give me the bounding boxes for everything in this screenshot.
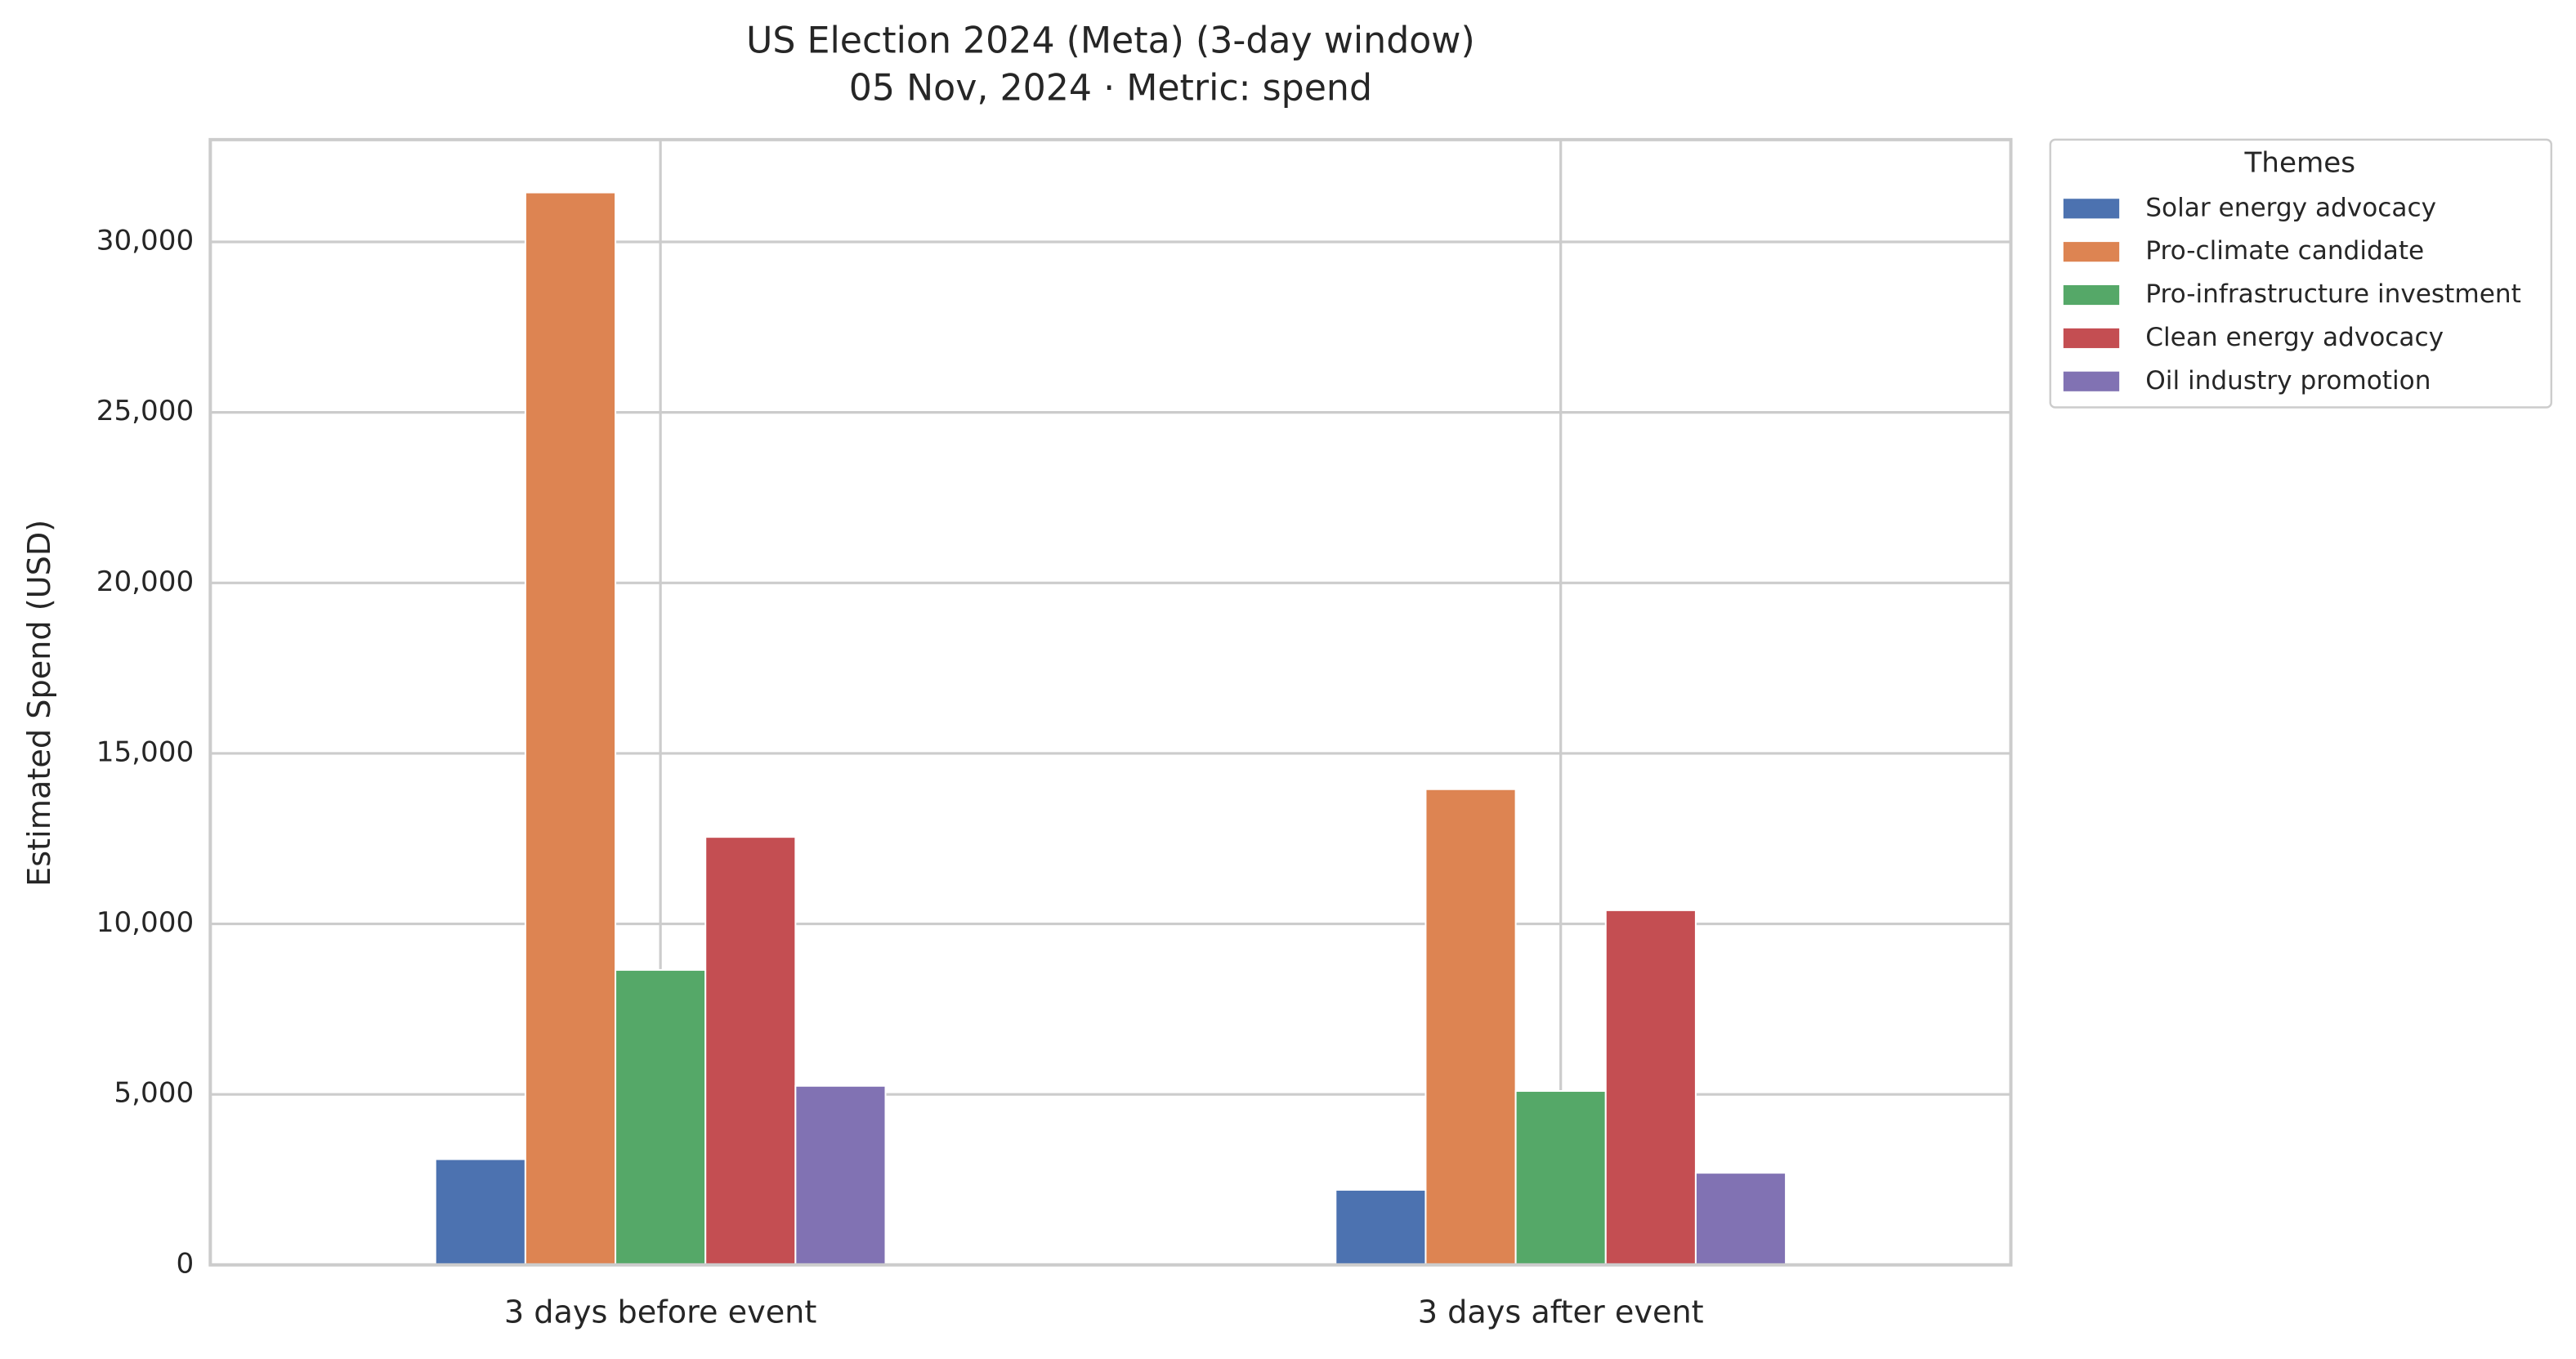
y-tick-label: 15,000: [96, 735, 195, 768]
legend-swatch: [2063, 284, 2120, 306]
y-tick-label: 0: [177, 1247, 195, 1280]
bar: [1514, 1090, 1607, 1266]
bar: [1694, 1172, 1787, 1266]
legend-label: Clean energy advocacy: [2145, 323, 2444, 352]
y-tick-label: 20,000: [96, 566, 195, 598]
bar: [434, 1158, 526, 1266]
y-axis-label: Estimated Spend (USD): [22, 520, 58, 887]
legend-swatch: [2063, 371, 2120, 391]
bar: [524, 191, 617, 1266]
y-tick-label: 30,000: [96, 225, 195, 257]
legend-swatch: [2063, 242, 2120, 262]
legend-box: [2049, 138, 2553, 409]
legend-label: Pro-infrastructure investment: [2145, 279, 2521, 309]
y-tick-label: 10,000: [96, 906, 195, 939]
chart-subtitle: 05 Nov, 2024 · Metric: spend: [849, 68, 1372, 110]
y-tick-label: 5,000: [114, 1077, 194, 1110]
bar: [1604, 909, 1697, 1266]
legend-label: Oil industry promotion: [2145, 366, 2431, 396]
legend-label: Pro-climate candidate: [2145, 236, 2424, 266]
grid: [210, 139, 2011, 1267]
x-tick-label: 3 days before event: [504, 1295, 817, 1331]
legend-title: Themes: [2243, 147, 2355, 180]
legend: Themes Solar energy advocacy Pro-climate …: [2049, 138, 2553, 409]
bar: [615, 968, 707, 1266]
x-tick-label: 3 days after event: [1418, 1295, 1704, 1331]
bars: [434, 191, 1787, 1266]
bar: [1335, 1189, 1427, 1266]
bar: [704, 836, 797, 1266]
chart-title: US Election 2024 (Meta) (3-day window): [746, 20, 1475, 61]
y-tick-label: 25,000: [96, 395, 195, 427]
legend-swatch: [2063, 199, 2120, 219]
legend-label: Solar energy advocacy: [2145, 193, 2436, 222]
bar: [794, 1084, 887, 1266]
bar: [1424, 788, 1517, 1266]
plot-frame: [208, 137, 2013, 1267]
legend-swatch: [2063, 328, 2120, 348]
